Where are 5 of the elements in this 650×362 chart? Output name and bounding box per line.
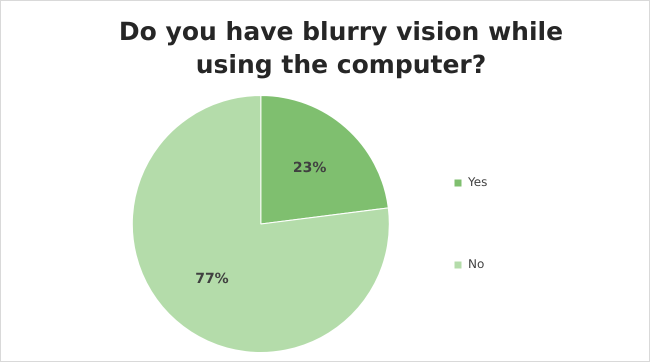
legend-label: No xyxy=(468,257,484,272)
chart-title: Do you have blurry vision while using the computer? xyxy=(118,16,564,81)
data-label: 77% xyxy=(195,271,229,288)
data-label: 23% xyxy=(292,160,326,176)
legend-label: Yes xyxy=(467,175,488,190)
